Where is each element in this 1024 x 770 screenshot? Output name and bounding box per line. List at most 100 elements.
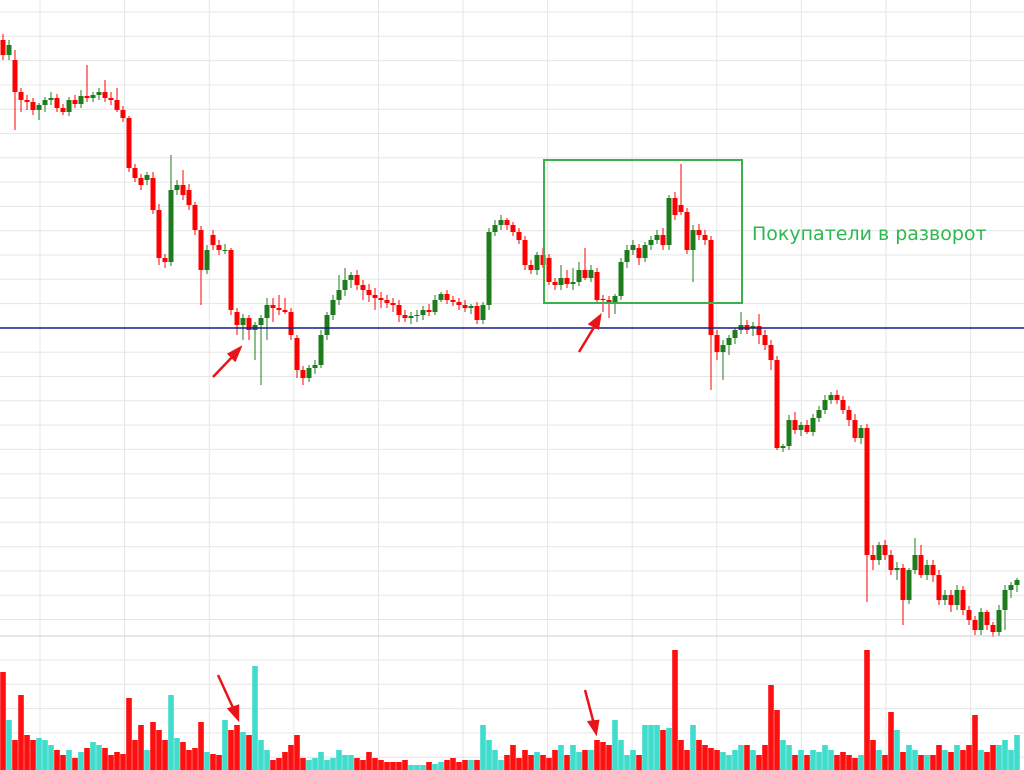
volume-bar bbox=[1014, 735, 1020, 770]
volume-bar bbox=[192, 748, 198, 770]
candle-body bbox=[432, 300, 438, 312]
volume-bar bbox=[756, 755, 762, 770]
candle-body bbox=[354, 275, 360, 285]
volume-bar bbox=[972, 715, 978, 770]
candle-body bbox=[360, 285, 366, 290]
volume-bar bbox=[258, 740, 264, 770]
volume-bar bbox=[828, 750, 834, 770]
volume-bar bbox=[684, 750, 690, 770]
candle-body bbox=[618, 262, 624, 296]
volume-bar bbox=[438, 762, 444, 770]
volume-bar bbox=[690, 725, 696, 770]
volume-bar bbox=[948, 752, 954, 770]
candle-body bbox=[294, 338, 300, 370]
candle-body bbox=[846, 410, 852, 420]
candle-body bbox=[84, 96, 90, 98]
volume-bar bbox=[66, 750, 72, 770]
volume-bar bbox=[642, 725, 648, 770]
candle-body bbox=[186, 190, 192, 205]
candle-body bbox=[786, 420, 792, 446]
candle-body bbox=[888, 555, 894, 570]
volume-bar bbox=[216, 755, 222, 770]
candle-body bbox=[960, 590, 966, 610]
candle-body bbox=[756, 326, 762, 335]
candle-body bbox=[930, 565, 936, 575]
volume-bar bbox=[882, 755, 888, 770]
volume-bar bbox=[660, 730, 666, 770]
volume-bar bbox=[894, 730, 900, 770]
volume-bar bbox=[456, 762, 462, 770]
volume-bar bbox=[138, 725, 144, 770]
candle-body bbox=[984, 612, 990, 625]
candle-body bbox=[390, 303, 396, 305]
volume-bar bbox=[114, 752, 120, 770]
candle-body bbox=[900, 568, 906, 600]
candle-body bbox=[828, 395, 834, 400]
volume-bar bbox=[90, 742, 96, 770]
volume-bar bbox=[48, 745, 54, 770]
candle-body bbox=[684, 212, 690, 250]
volume-bar bbox=[648, 725, 654, 770]
volume-bar bbox=[132, 740, 138, 770]
candle-body bbox=[264, 305, 270, 318]
volume-bar bbox=[618, 740, 624, 770]
candle-body bbox=[558, 278, 564, 285]
candle-body bbox=[714, 335, 720, 352]
candle-body bbox=[726, 338, 732, 345]
volume-bar bbox=[1008, 750, 1014, 770]
volume-bar bbox=[348, 755, 354, 770]
volume-bar bbox=[906, 745, 912, 770]
candle-body bbox=[282, 310, 288, 312]
candle-body bbox=[924, 565, 930, 575]
candle-body bbox=[546, 258, 552, 282]
candle-body bbox=[720, 345, 726, 352]
candle-body bbox=[276, 308, 282, 310]
volume-bar bbox=[408, 765, 414, 770]
volume-bar bbox=[774, 710, 780, 770]
candle-body bbox=[576, 270, 582, 282]
candle-body bbox=[912, 555, 918, 570]
volume-bar bbox=[306, 760, 312, 770]
volume-bar bbox=[534, 752, 540, 770]
volume-bar bbox=[858, 755, 864, 770]
candle-body bbox=[318, 335, 324, 365]
candle-body bbox=[816, 410, 822, 418]
volume-bar bbox=[582, 750, 588, 770]
candle-body bbox=[288, 312, 294, 335]
volume-bar bbox=[54, 750, 60, 770]
candle-body bbox=[90, 95, 96, 98]
candle-body bbox=[300, 370, 306, 378]
volume-bar bbox=[942, 750, 948, 770]
volume-bar bbox=[30, 740, 36, 770]
candle-body bbox=[408, 316, 414, 318]
candle-body bbox=[18, 92, 24, 100]
volume-bar bbox=[780, 740, 786, 770]
candle-body bbox=[438, 294, 444, 300]
volume-bar bbox=[726, 755, 732, 770]
candle-body bbox=[414, 315, 420, 316]
volume-bar bbox=[36, 738, 42, 770]
volume-bar bbox=[678, 740, 684, 770]
volume-bar bbox=[960, 750, 966, 770]
candle-body bbox=[36, 105, 42, 110]
volume-bar bbox=[750, 750, 756, 770]
volume-bar bbox=[792, 755, 798, 770]
volume-bar bbox=[102, 748, 108, 770]
volume-bar bbox=[360, 760, 366, 770]
volume-bar bbox=[930, 755, 936, 770]
volume-bar bbox=[630, 750, 636, 770]
candle-body bbox=[468, 306, 474, 308]
volume-bar bbox=[744, 745, 750, 770]
volume-bar bbox=[636, 755, 642, 770]
candle-body bbox=[1002, 590, 1008, 610]
volume-bar bbox=[720, 752, 726, 770]
candle-body bbox=[648, 240, 654, 245]
volume-bar bbox=[96, 745, 102, 770]
candle-body bbox=[210, 235, 216, 245]
candle-body bbox=[144, 175, 150, 180]
candle-body bbox=[582, 270, 588, 278]
candle-body bbox=[696, 230, 702, 235]
volume-bar bbox=[666, 728, 672, 770]
volume-bar bbox=[558, 745, 564, 770]
arrow-head bbox=[226, 704, 240, 723]
